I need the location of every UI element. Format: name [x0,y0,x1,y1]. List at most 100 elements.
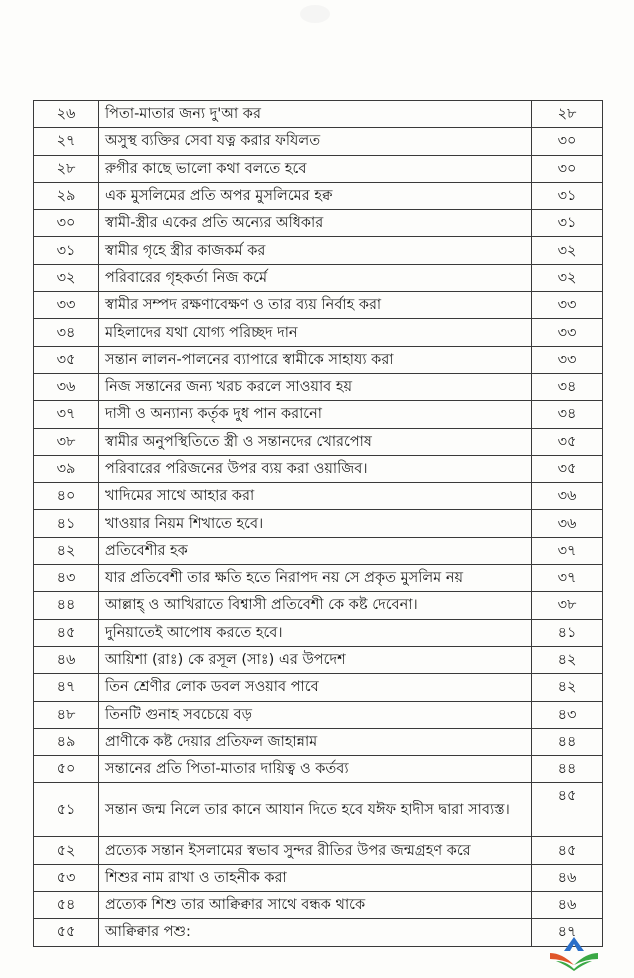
entry-number: ৫৫ [33,918,99,947]
entry-page: ৪২ [531,673,603,702]
entry-page: ৩৩ [531,291,603,320]
entry-number: ৪৫ [33,618,99,647]
logo-roof [564,937,584,951]
entry-page: ৪৬ [531,891,603,920]
entry-number: ৫৩ [33,863,99,893]
entry-number: ৩২ [33,263,99,293]
entry-number: ২৭ [33,127,99,156]
table-row: ৩৫ সন্তান লালন-পালনের ব্যাপারে স্বামীকে স… [33,345,603,374]
entry-title: প্রত্যেক শিশু তার আক্বিক্বার সাথে বন্ধক … [98,891,532,920]
entry-page: ৪৪ [531,755,603,784]
table-row: ২৭ অসুস্থ ব্যক্তির সেবা যত্ন করার ফযিলত ৩০ [33,127,603,156]
entry-number: ৪৬ [33,645,99,675]
entry-number: ৫২ [33,836,99,865]
entry-page: ৩৫ [531,454,603,484]
entry-page: ৩০ [531,154,603,183]
entry-page: ৪২ [531,645,603,675]
entry-page: ৩৩ [531,345,603,374]
entry-number: ৩৯ [33,454,99,484]
logo-page-green-low [556,961,592,971]
table-row: ৪৪ আল্লাহ্ ও আখিরাতে বিশ্বাসী প্রতিবেশী ক… [33,591,603,620]
table-row: ৫১ সন্তান জন্ম নিলে তার কানে আযান দিতে হব… [33,782,603,838]
entry-page: ৪৩ [531,700,603,729]
table-row: ৪০ খাদিমের সাথে আহার করা ৩৬ [33,482,603,511]
entry-title: স্বামীর অনুপস্থিতিতে স্ত্রী ও সন্তানদের … [98,427,532,456]
entry-title: পরিবারের গৃহকর্তা নিজ কর্মে [98,263,532,293]
table-row: ৩৬ নিজ সন্তানের জন্য খরচ করলে সাওয়াব হয়… [33,372,603,402]
entry-page: ৩৮ [531,591,603,620]
entry-page: ৩৫ [531,427,603,456]
entry-number: ৪৪ [33,591,99,620]
entry-title: তিনটি গুনাহ সবচেয়ে বড় [98,700,532,729]
table-row: ৫০ সন্তানের প্রতি পিতা-মাতার দায়িত্ব ও ক… [33,755,603,784]
entry-page: ৩০ [531,127,603,156]
entry-title: এক মুসলিমের প্রতি অপর মুসলিমের হক্ব [98,181,532,211]
table-row: ৩১ স্বামীর গৃহে স্ত্রীর কাজকর্ম কর ৩২ [33,236,603,265]
table-row: ৩২ পরিবারের গৃহকর্তা নিজ কর্মে ৩২ [33,263,603,293]
entry-title: দুনিয়াতেই আপোষ করতে হবে। [98,618,532,647]
entry-number: ৩০ [33,209,99,238]
entry-title: আক্বিক্বার পশু: [98,918,532,947]
entry-page: ৩৪ [531,400,603,429]
entry-number: ৪২ [33,536,99,566]
table-row: ৩৯ পরিবারের পরিজনের উপর ব্যয় করা ওয়াজিব… [33,454,603,484]
logo-page-orange [550,953,574,965]
table-row: ৩০ স্বামী-স্ত্রীর একের প্রতি অন্যের অধিকা… [33,209,603,238]
entry-number: ৩৫ [33,345,99,374]
entry-title: শিশুর নাম রাখা ও তাহনীক করা [98,863,532,893]
entry-number: ৪১ [33,509,99,538]
table-row: ৪৭ তিন শ্রেণীর লোক ডবল সওয়াব পাবে ৪২ [33,673,603,702]
entry-title: প্রতিবেশীর হক [98,536,532,566]
table-row: ৪১ খাওয়ার নিয়ম শিখাতে হবে। ৩৬ [33,509,603,538]
entry-title: আয়িশা (রাঃ) কে রসূল (সাঃ) এর উপদেশ [98,645,532,675]
entry-title: স্বামী-স্ত্রীর একের প্রতি অন্যের অধিকার [98,209,532,238]
entry-number: ৩৭ [33,400,99,429]
entry-title: খাওয়ার নিয়ম শিখাতে হবে। [98,509,532,538]
entry-page: ৩৬ [531,509,603,538]
entry-page: ৪৫ [531,836,603,865]
entry-page: ৩৭ [531,536,603,566]
table-row: ৫২ প্রত্যেক সন্তান ইসলামের স্বভাব সুন্দর … [33,836,603,865]
scan-smudge [300,5,330,23]
entry-page: ৩১ [531,181,603,211]
entry-title: স্বামীর গৃহে স্ত্রীর কাজকর্ম কর [98,236,532,265]
table-row: ৪৯ প্রাণীকে কষ্ট দেয়ার প্রতিফল জাহান্নাম… [33,727,603,757]
table-row: ২৯ এক মুসলিমের প্রতি অপর মুসলিমের হক্ব ৩১ [33,181,603,211]
entry-title: মহিলাদের যথা যোগ্য পরিচ্ছদ দান [98,318,532,347]
table-row: ৪৮ তিনটি গুনাহ সবচেয়ে বড় ৪৩ [33,700,603,729]
entry-number: ২৯ [33,181,99,211]
entry-title: প্রত্যেক সন্তান ইসলামের স্বভাব সুন্দর রী… [98,836,532,865]
entry-number: ৩১ [33,236,99,265]
table-row: ৪৬ আয়িশা (রাঃ) কে রসূল (সাঃ) এর উপদেশ ৪২ [33,645,603,675]
entry-title: প্রাণীকে কষ্ট দেয়ার প্রতিফল জাহান্নাম [98,727,532,757]
entry-title: সন্তান লালন-পালনের ব্যাপারে স্বামীকে সাহ… [98,345,532,374]
entry-page: ৩২ [531,263,603,293]
entry-title: সন্তান জন্ম নিলে তার কানে আযান দিতে হবে … [98,782,532,838]
entry-number: ৪৭ [33,673,99,702]
entry-number: ৩৬ [33,372,99,402]
entry-title: তিন শ্রেণীর লোক ডবল সওয়াব পাবে [98,673,532,702]
entry-number: ৪৯ [33,727,99,757]
table-row: ৩৪ মহিলাদের যথা যোগ্য পরিচ্ছদ দান ৩৩ [33,318,603,347]
entry-page: ৪৭ [531,918,603,947]
entry-title: দাসী ও অন্যান্য কর্তৃক দুধ পান করানো [98,400,532,429]
entry-page: ৩৩ [531,318,603,347]
table-row: ৪২ প্রতিবেশীর হক ৩৭ [33,536,603,566]
entry-number: ৫০ [33,755,99,784]
entry-page: ২৮ [531,99,603,129]
entry-title: খাদিমের সাথে আহার করা [98,482,532,511]
entry-page: ৪৪ [531,727,603,757]
table-row: ৫৩ শিশুর নাম রাখা ও তাহনীক করা ৪৬ [33,863,603,893]
entry-number: ২৬ [33,99,99,129]
table-of-contents: ২৬ পিতা-মাতার জন্য দু'আ কর ২৮ ২৭ অসুস্থ ব্যক… [33,99,603,947]
entry-page: ৩১ [531,209,603,238]
table-row: ২৬ পিতা-মাতার জন্য দু'আ কর ২৮ [33,99,603,129]
publisher-logo [550,937,598,971]
entry-title: পরিবারের পরিজনের উপর ব্যয় করা ওয়াজিব। [98,454,532,484]
entry-number: ২৮ [33,154,99,183]
entry-title: যার প্রতিবেশী তার ক্ষতি হতে নিরাপদ নয় স… [98,564,532,593]
table-row: ৪৫ দুনিয়াতেই আপোষ করতে হবে। ৪১ [33,618,603,647]
entry-page: ৩৪ [531,372,603,402]
entry-title: অসুস্থ ব্যক্তির সেবা যত্ন করার ফযিলত [98,127,532,156]
table-row: ৫৫ আক্বিক্বার পশু: ৪৭ [33,918,603,947]
